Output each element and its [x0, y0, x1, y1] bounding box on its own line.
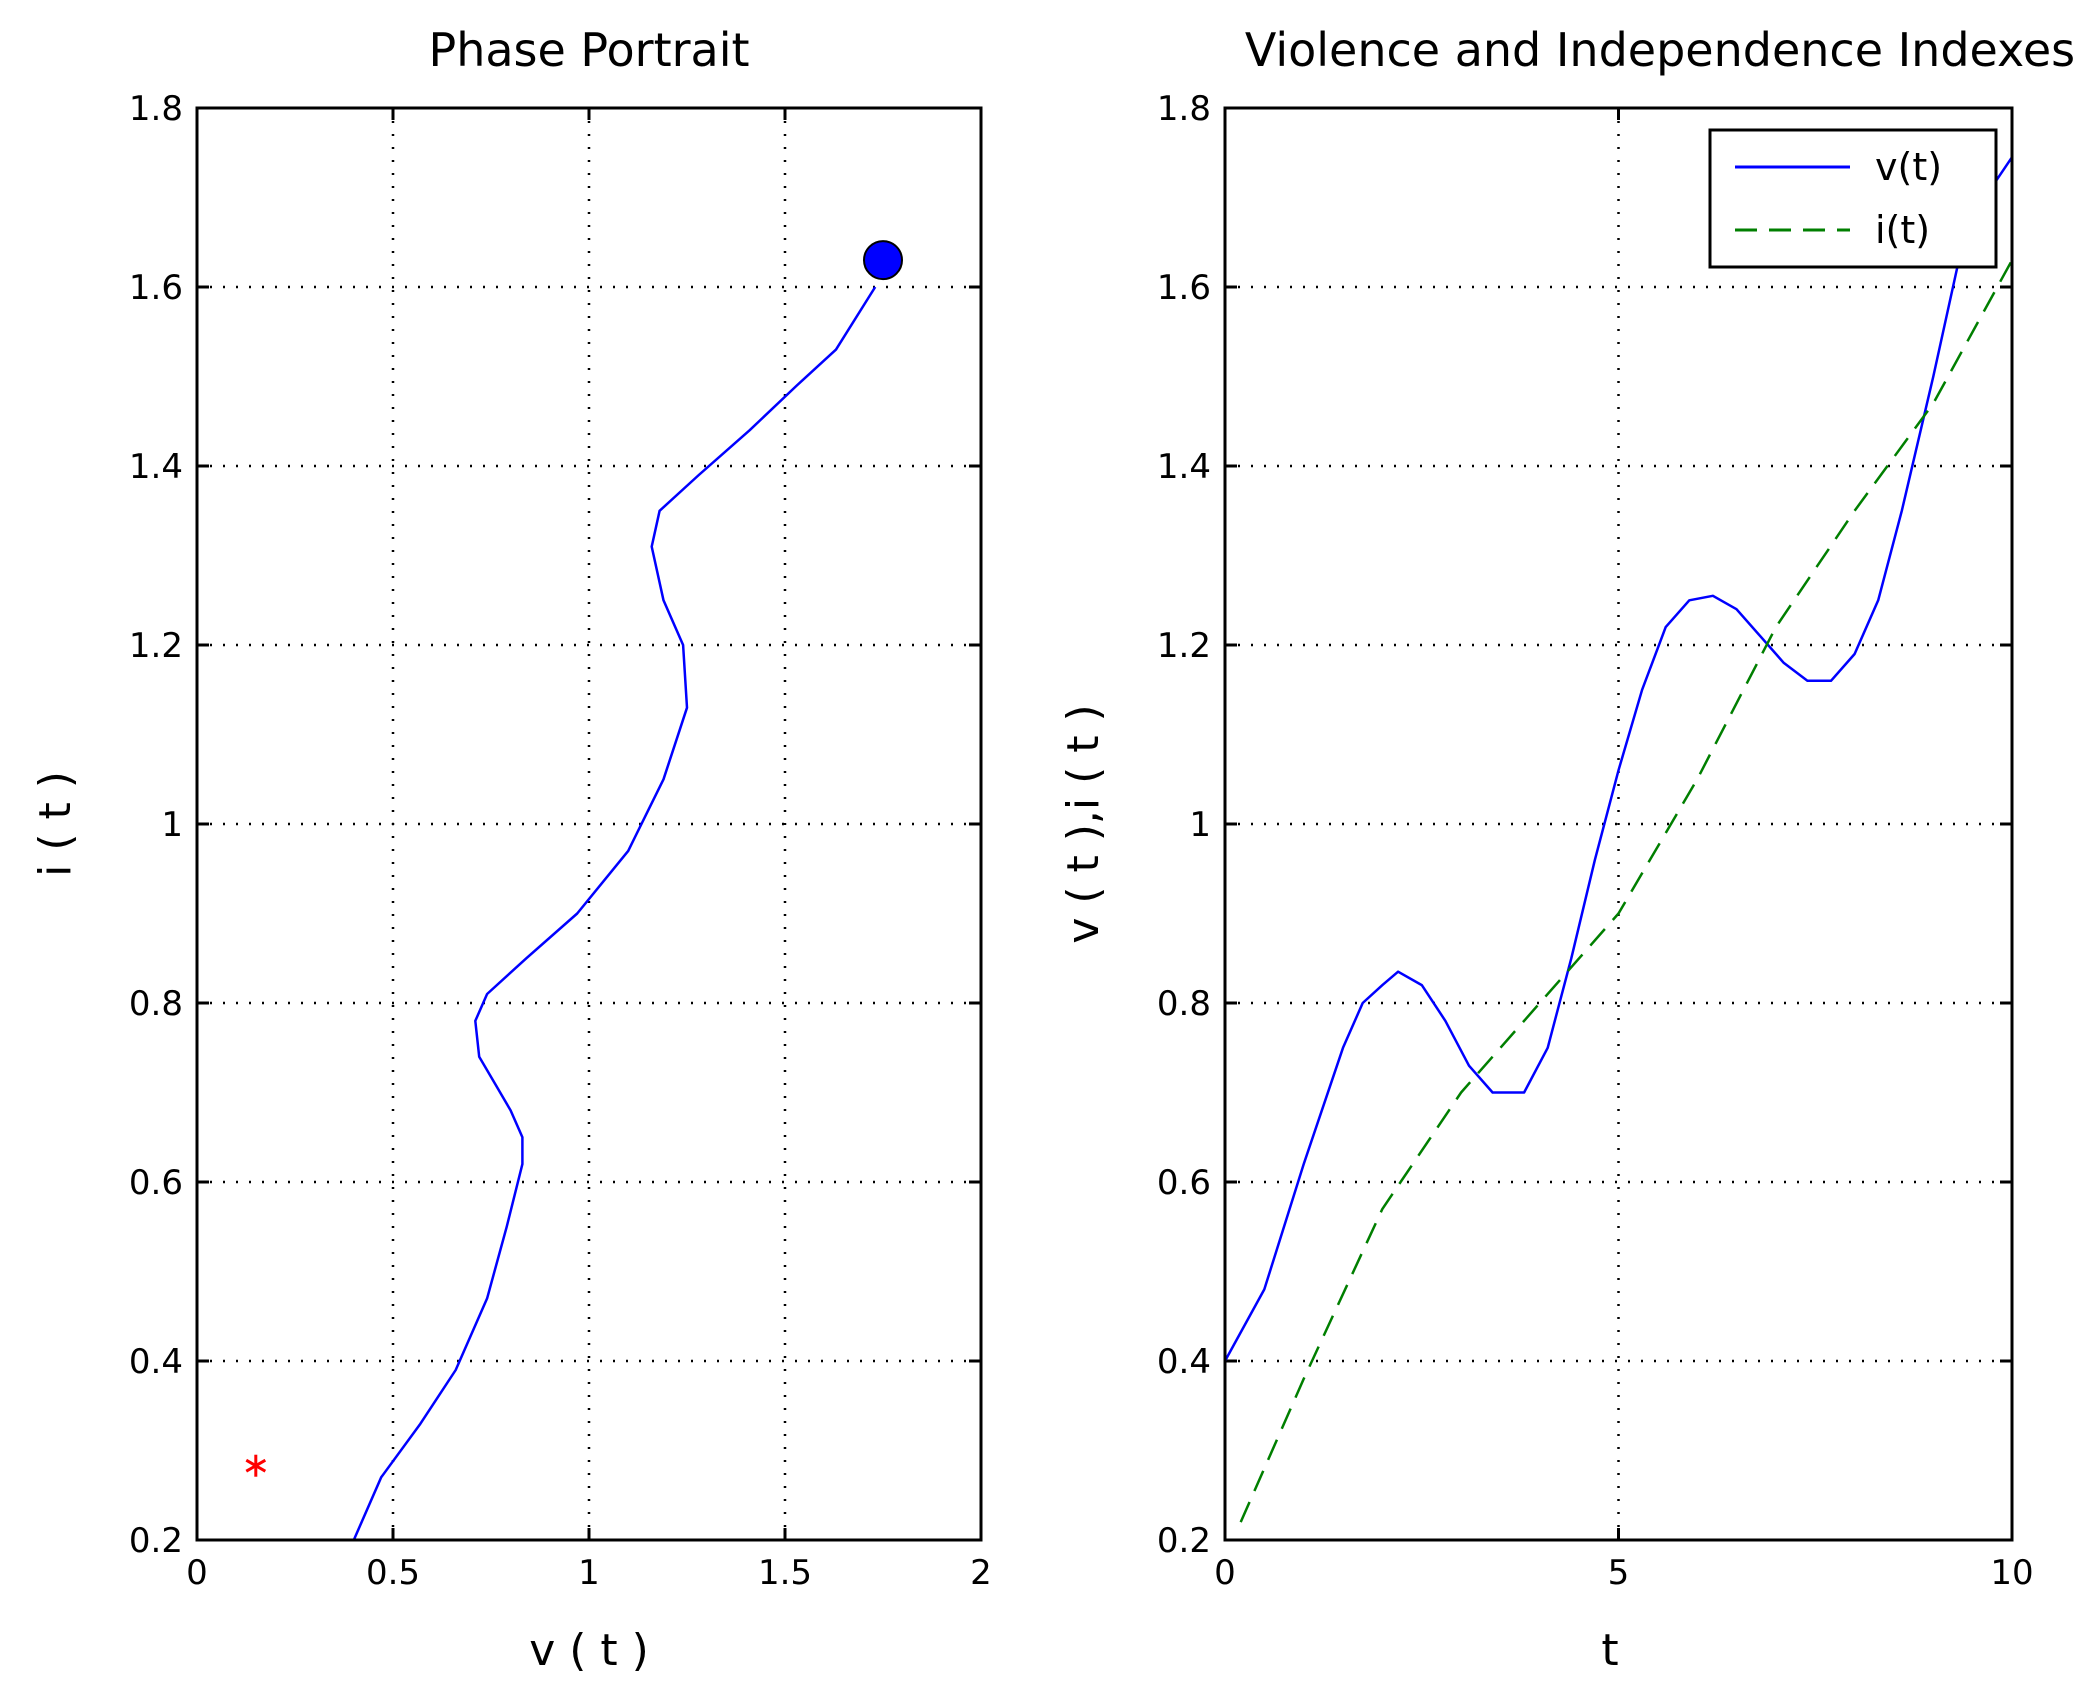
indexes-ytick-label-4: 1: [1189, 805, 1211, 845]
indexes-series-line-0: [1223, 156, 2014, 1362]
phase-series-line-0: [352, 286, 877, 1541]
phase-portrait-title: Phase Portrait: [428, 23, 749, 77]
phase-portrait-frame: [195, 106, 983, 1542]
legend: v(t) i(t): [1708, 128, 1998, 269]
phase-ytick-label-2: 0.6: [129, 1163, 183, 1203]
indexes-ytick-label-0: 0.2: [1157, 1521, 1211, 1561]
phase-ytick-label-1: 0.4: [129, 1342, 183, 1382]
phase-portrait-series: [245, 240, 903, 1541]
phase-end-marker: [863, 240, 903, 281]
phase-ytick-label-4: 1: [161, 805, 183, 845]
indexes-ytick-label-8: 1.8: [1157, 89, 1211, 129]
phase-portrait-y-label: i ( t ): [30, 771, 81, 877]
phase-portrait-panel: 0 0.5 1 1.5 2 0.2 0.4 0.6 0.8 1 1.2 1.4 1.6 1.8 Phase…: [30, 23, 992, 1676]
indexes-ytick-label-2: 0.6: [1157, 1163, 1211, 1203]
indexes-panel: 0 5 100.20.40.60.811.21.41.61.8 v(t) i(t) …: [1058, 23, 2075, 1676]
indexes-ytick-label-3: 0.8: [1157, 984, 1211, 1024]
indexes-y-label: v ( t ),i ( t ): [1058, 704, 1109, 943]
phase-xtick-label-2: 1: [578, 1553, 600, 1593]
phase-xtick-label-0: 0: [186, 1553, 208, 1593]
legend-box: [1708, 128, 1998, 269]
phase-xtick-label-4: 2: [970, 1553, 992, 1593]
indexes-grid: [1225, 108, 2012, 1540]
indexes-ytick-label-1: 0.4: [1157, 1342, 1211, 1382]
legend-label-i: i(t): [1875, 208, 1930, 252]
legend-label-v: v(t): [1875, 145, 1942, 189]
phase-ytick-label-0: 0.2: [129, 1521, 183, 1561]
phase-ytick-label-8: 1.8: [129, 89, 183, 129]
phase-ytick-label-7: 1.6: [129, 268, 183, 308]
phase-portrait-ticks: 0 0.5 1 1.5 2 0.2 0.4 0.6 0.8 1 1.2 1.4 1.6 1.8: [129, 89, 992, 1593]
indexes-ytick-label-5: 1.2: [1157, 626, 1211, 666]
indexes-frame: [1223, 106, 2014, 1542]
indexes-xtick-label-0: 0: [1214, 1553, 1236, 1593]
indexes-xtick-label-1: 5: [1608, 1553, 1630, 1593]
indexes-xtick-label-2: 10: [1990, 1553, 2033, 1593]
indexes-ytick-label-6: 1.4: [1157, 447, 1211, 487]
phase-portrait-grid: [197, 108, 981, 1540]
phase-xtick-label-1: 0.5: [366, 1553, 420, 1593]
indexes-series: [1223, 156, 2014, 1523]
indexes-series-line-1: [1239, 259, 2014, 1523]
phase-xtick-label-3: 1.5: [758, 1553, 812, 1593]
phase-ytick-label-3: 0.8: [129, 984, 183, 1024]
phase-ytick-label-6: 1.4: [129, 447, 183, 487]
indexes-x-label: t: [1601, 1625, 1618, 1676]
indexes-title: Violence and Independence Indexes: [1245, 23, 2075, 77]
indexes-ticks: 0 5 10 0.2 0.4 0.6 0.8 1 1.2 1.4 1.6 1.8: [1157, 89, 2034, 1593]
phase-ytick-label-5: 1.2: [129, 626, 183, 666]
phase-start-marker: [245, 1454, 267, 1477]
indexes-ytick-label-7: 1.6: [1157, 268, 1211, 308]
phase-portrait-x-label: v ( t ): [529, 1625, 649, 1676]
